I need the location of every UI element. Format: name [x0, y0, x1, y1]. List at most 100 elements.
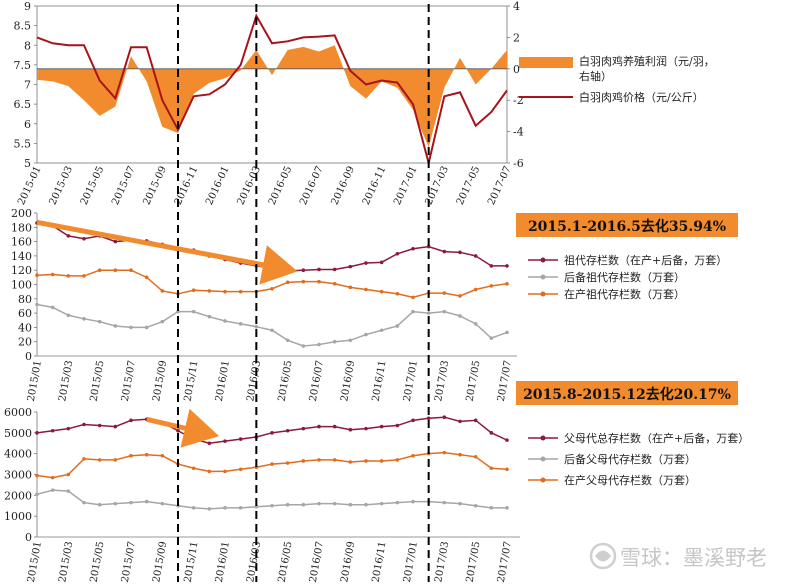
series-point — [191, 288, 196, 293]
profit-price-legend: 白羽肉鸡养殖利润（元/羽， 右轴） 白羽肉鸡价格（元/公斤） — [519, 54, 715, 104]
y-tick-label: 200 — [11, 207, 32, 220]
x-tick-label: 2016/09 — [339, 541, 357, 584]
x-tick-label: 2015/11 — [183, 360, 201, 403]
series-point — [442, 249, 447, 254]
series-point — [505, 506, 509, 510]
series-point — [113, 458, 118, 462]
series-point — [395, 324, 400, 328]
series-point — [505, 281, 509, 286]
legend-swatch-marker — [540, 456, 546, 462]
legend-label: 后备父母代存栏数（万套） — [564, 452, 696, 466]
series-point — [442, 309, 447, 314]
series-point — [66, 274, 71, 278]
watermark: 雪球：墨溪野老 — [589, 542, 767, 570]
series-point — [285, 338, 290, 343]
series-point — [379, 328, 384, 333]
series-point — [379, 289, 384, 294]
series-point — [317, 279, 321, 284]
series-point — [489, 506, 494, 510]
y-tick-label: 0 — [25, 531, 32, 544]
x-tick-label: 2016/09 — [339, 360, 357, 403]
series-point — [270, 286, 274, 291]
series-point — [270, 462, 274, 466]
series-point — [379, 459, 384, 463]
series-point — [489, 284, 494, 288]
series-point — [317, 342, 321, 347]
series-point — [207, 469, 212, 474]
y-tick-label: 3000 — [4, 469, 32, 482]
x-tick-label: 2016/07 — [308, 541, 326, 584]
series-point — [442, 450, 447, 455]
series-point — [489, 336, 494, 340]
x-tick-label: 2016/01 — [214, 541, 232, 584]
x-tick-label: 2015/09 — [151, 541, 169, 584]
series-point — [285, 280, 290, 285]
series-point — [82, 457, 86, 461]
price-y-axis-ticks: 9 8.5 8 7.5 7 6.5 6 5.5 5 — [14, 0, 37, 170]
series-point — [301, 459, 306, 463]
series-point — [191, 309, 196, 314]
series-point — [207, 507, 212, 511]
series-point — [332, 501, 337, 506]
x-tick-label: 2016/01 — [214, 360, 232, 403]
series-point — [66, 234, 71, 238]
snowball-logo-icon — [589, 542, 617, 570]
x-tick-label: 2015/05 — [89, 360, 107, 403]
series-point — [129, 268, 133, 273]
legend-swatch-marker — [540, 291, 546, 297]
x-tick-label: 2017/03 — [433, 360, 451, 403]
series-point — [301, 426, 306, 431]
x-tick-label: 2016/05 — [277, 360, 295, 403]
x-tick-label: 2017/03 — [433, 541, 451, 584]
series-point — [238, 289, 243, 294]
legend-label: 后备祖代存栏数（万套） — [564, 270, 685, 284]
series-point — [35, 473, 39, 478]
series-point — [395, 458, 400, 462]
price-y-tick-label: 8 — [24, 39, 31, 52]
series-point — [379, 424, 384, 429]
legend-swatch-profit — [519, 57, 573, 68]
series-point — [270, 503, 274, 508]
series-point — [223, 439, 227, 443]
series-point — [317, 458, 321, 462]
series-point — [238, 467, 243, 472]
series-point — [458, 314, 462, 318]
series-point — [113, 268, 118, 273]
y-tick-label: 160 — [11, 236, 32, 249]
series-point — [301, 502, 306, 507]
series-point — [50, 272, 55, 277]
y-tick-label: 180 — [11, 221, 32, 234]
profit-price-x-axis-ticks: 2015-01 2015-03 2015-05 2015-07 2015-09 2016-… — [16, 165, 514, 207]
series-line--8b1a3c — [36, 416, 508, 445]
y-tick-label: 100 — [11, 279, 32, 292]
series-point — [442, 415, 447, 420]
series-point — [113, 324, 118, 328]
series-point — [411, 309, 415, 314]
series-point — [411, 418, 415, 423]
series-point — [82, 236, 86, 241]
series-point — [458, 294, 462, 298]
series-point — [458, 452, 462, 457]
profit-price-chart: 98.587.576.565.55 420-2-4-6 2015-01 2015-… — [14, 0, 715, 207]
series-point — [301, 268, 306, 273]
series-point — [395, 251, 400, 256]
series-point — [348, 502, 353, 507]
series-point — [317, 501, 321, 506]
series-point — [505, 330, 509, 335]
x-tick-label: 2017/07 — [496, 360, 514, 403]
series-point — [129, 453, 133, 458]
series-point — [426, 311, 431, 315]
x-tick-label: 2015/07 — [120, 360, 138, 403]
reference-dashed-lines — [177, 4, 430, 582]
series-point — [473, 418, 478, 423]
profit-price-x-tick-label: 2016-11 — [361, 165, 389, 207]
series-point — [144, 499, 149, 504]
series-point — [348, 427, 353, 432]
series-point — [411, 246, 415, 251]
series-point — [317, 424, 321, 429]
series-point — [379, 260, 384, 265]
parent-y-axis-ticks: 6000 5000 4000 3000 2000 1000 0 — [4, 406, 37, 544]
profit-price-x-tick-label: 2017-03 — [424, 165, 452, 207]
profit-price-x-tick-label: 2016-07 — [298, 165, 326, 207]
series-point — [348, 460, 353, 464]
